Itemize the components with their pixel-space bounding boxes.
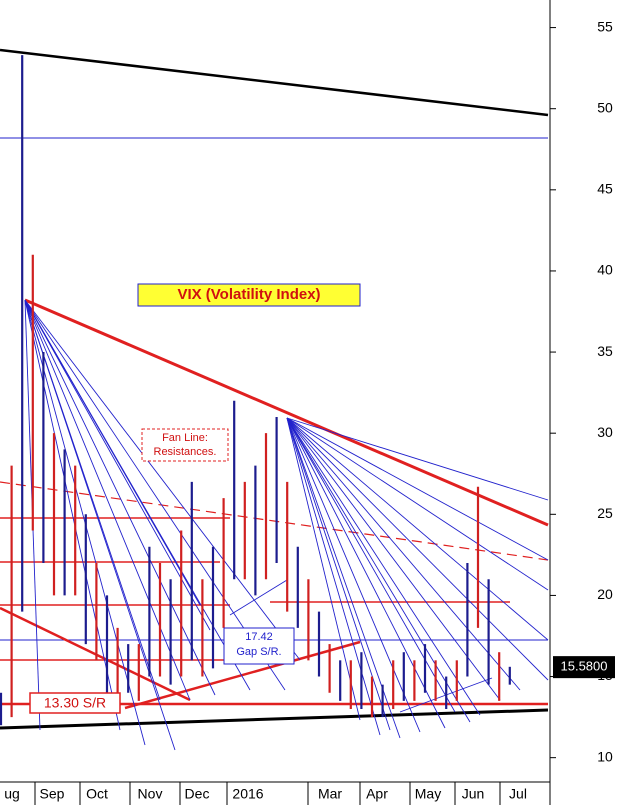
- last-price-label: 15.5800: [561, 659, 608, 674]
- trend-line: [24, 298, 549, 527]
- fan-line: [286, 417, 381, 736]
- x-tick-label: Jul: [509, 786, 527, 802]
- x-tick-label: Nov: [138, 786, 163, 802]
- annotation: 17.42 Gap S/R.: [236, 631, 282, 658]
- y-tick-label: 50: [597, 99, 613, 115]
- y-tick-label: 45: [597, 181, 613, 197]
- price-bars: [0, 55, 511, 726]
- fan-line: [286, 417, 549, 561]
- fan-line: [24, 299, 211, 631]
- fan-line: [286, 417, 501, 701]
- fan-line: [286, 417, 549, 501]
- fan-lines: [24, 299, 549, 751]
- fan-line: [286, 417, 361, 721]
- annotation-text: 13.30 S/R: [44, 695, 106, 711]
- annotation-box: [141, 428, 229, 462]
- fan-line: [24, 299, 161, 701]
- fan-line: [24, 299, 201, 606]
- axes: 10152025303540455055ugSepOctNovDec2016Ma…: [4, 18, 613, 805]
- dashed-line: [0, 481, 549, 561]
- fan-line: [286, 417, 456, 713]
- last-price-box: [553, 656, 615, 679]
- fan-line: [286, 417, 549, 681]
- x-tick-label: ug: [4, 786, 20, 802]
- y-tick-label: 25: [597, 505, 613, 521]
- title-box: [137, 283, 361, 307]
- fan-line: [286, 417, 549, 641]
- fan-line: [24, 299, 191, 701]
- y-tick-label: 20: [597, 586, 613, 602]
- fan-line: [286, 417, 446, 729]
- fan-line: [286, 417, 401, 739]
- chart-title: VIX (Volatility Index): [177, 286, 320, 303]
- trend-line: [0, 48, 549, 117]
- x-tick-label: Dec: [185, 786, 210, 802]
- fan-line: [229, 579, 288, 616]
- trend-line: [124, 640, 361, 710]
- fan-line: [286, 417, 549, 591]
- x-tick-label: Sep: [40, 786, 65, 802]
- fan-line: [286, 417, 421, 733]
- x-tick-label: Jun: [462, 786, 485, 802]
- y-tick-label: 55: [597, 18, 613, 34]
- fan-line: [24, 299, 216, 696]
- annotation-box: [223, 627, 295, 665]
- y-tick-label: 40: [597, 262, 613, 278]
- annotation-box: [29, 692, 121, 714]
- trend-line: [0, 606, 191, 702]
- fan-line: [286, 417, 521, 691]
- x-tick-label: 2016: [232, 786, 263, 802]
- x-tick-label: May: [415, 786, 441, 802]
- x-tick-label: Oct: [86, 786, 108, 802]
- annotation-text: 17.42 Gap S/R.: [236, 631, 282, 658]
- x-tick-label: Mar: [318, 786, 342, 802]
- y-tick-label: 35: [597, 343, 613, 359]
- annotation-text: Fan Line: Resistances.: [153, 432, 217, 458]
- y-tick-label: 30: [597, 424, 613, 440]
- x-tick-label: Apr: [366, 786, 388, 802]
- fan-line: [24, 299, 286, 691]
- fan-line: [286, 417, 481, 716]
- fan-line: [24, 299, 121, 731]
- y-tick-label: 10: [597, 748, 613, 764]
- fan-line: [286, 417, 471, 723]
- annotation: Fan Line: Resistances.: [153, 432, 217, 458]
- trend-line: [0, 708, 549, 730]
